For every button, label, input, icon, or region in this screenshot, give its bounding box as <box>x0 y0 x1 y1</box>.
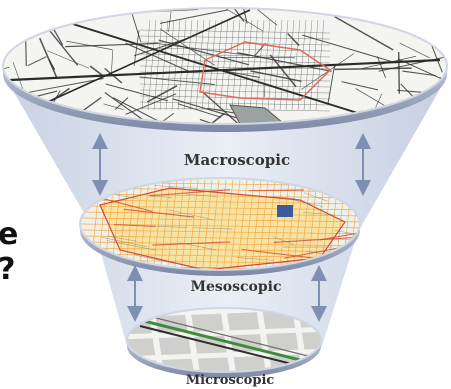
microscopic-label: Microscopic <box>186 373 275 388</box>
macroscopic-map <box>2 7 448 132</box>
left-edge-text: ? <box>0 252 15 287</box>
left-edge-text: e <box>0 217 18 252</box>
mesoscopic-label: Mesoscopic <box>191 279 282 295</box>
macroscopic-label: Macroscopic <box>184 151 290 169</box>
